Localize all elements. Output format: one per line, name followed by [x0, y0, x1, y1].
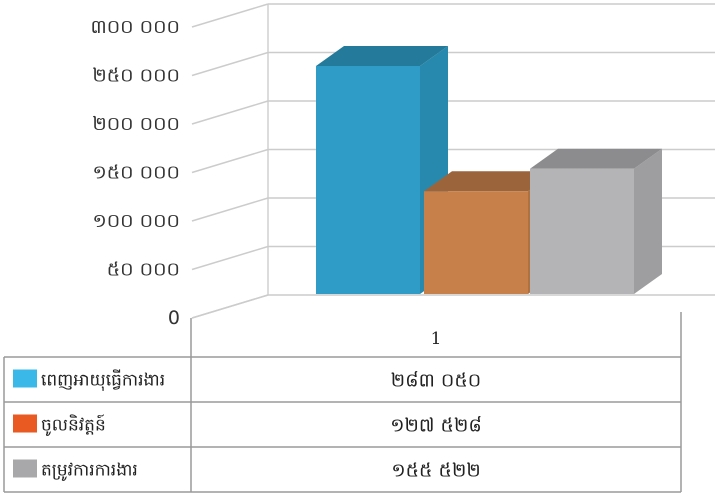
- gridline-side: [191, 245, 269, 271]
- y-tick-label: ៥០ ០០០: [107, 259, 180, 281]
- gridline-side: [191, 3, 269, 28]
- bar-3: [530, 148, 662, 294]
- data-label: ១២៧ ៥២៨: [390, 415, 482, 437]
- bar-front: [316, 66, 420, 294]
- bar-side: [634, 148, 662, 294]
- bar-front: [424, 191, 528, 294]
- gridline-side: [191, 294, 269, 319]
- y-tick-label: ២០០ ០០០: [92, 113, 180, 135]
- bar-top: [316, 46, 448, 66]
- y-tick-label: 0: [168, 307, 180, 329]
- legend-swatch: [13, 459, 37, 478]
- series-label: ចូលនិវត្តន៍: [41, 414, 106, 437]
- series-label: ពេញអាយុធ្វើការងារ: [41, 369, 165, 392]
- bar-front: [530, 168, 634, 294]
- y-tick-label: ២៥០ ០០០: [92, 65, 180, 87]
- gridline-side: [191, 51, 269, 77]
- data-label: ២៨៣ ០៥០: [391, 370, 481, 392]
- bar-top: [530, 148, 662, 169]
- legend-swatch: [13, 369, 37, 388]
- data-label: ១៥៥ ៥២២: [391, 460, 481, 482]
- bar-top: [424, 171, 556, 192]
- gridline-side: [191, 148, 269, 174]
- y-tick-label: ១៥០ ០០០: [92, 162, 180, 184]
- category-label: 1: [431, 329, 442, 349]
- y-tick-label: ៣០០ ០០០: [90, 16, 180, 38]
- legend-swatch: [13, 414, 37, 433]
- bars: [316, 46, 662, 294]
- gridline-side: [191, 100, 269, 125]
- y-axis: 0 ៥០ ០០០ ១០០ ០០០ ១៥០ ០០០ ២០០ ០០០ ២៥០ ០០០ ៣០០ ០…: [90, 16, 180, 329]
- gridline-side: [191, 197, 269, 222]
- series-label: តម្រូវការការងារ: [41, 461, 138, 482]
- y-tick-label: ១០០ ០០០: [92, 210, 180, 232]
